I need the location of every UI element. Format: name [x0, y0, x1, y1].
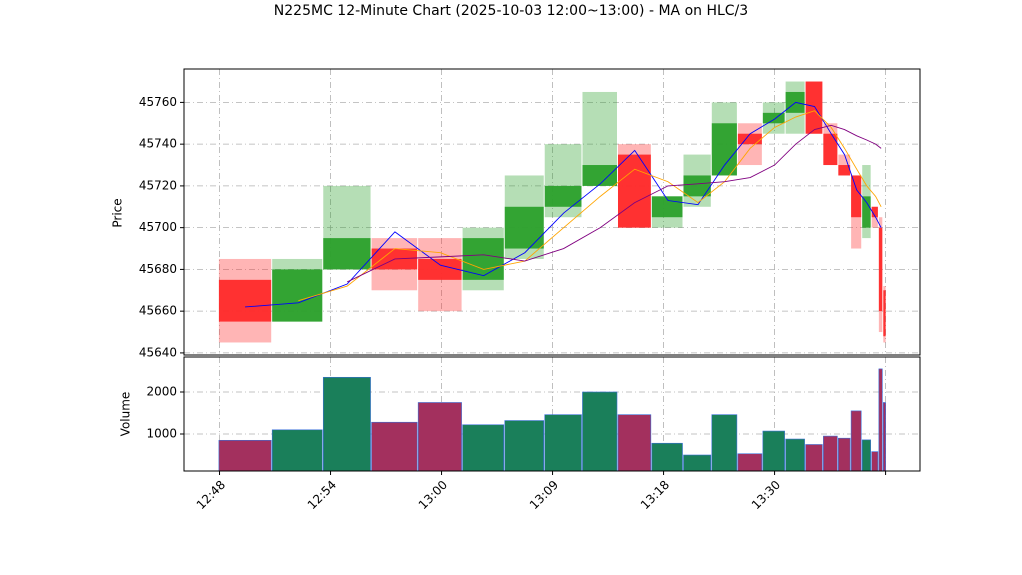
chart-title: N225MC 12-Minute Chart (2025-10-03 12:00… [274, 3, 748, 19]
candle-body [582, 165, 617, 186]
volume-bar [504, 420, 545, 472]
x-tick-label: 12:54 [305, 478, 339, 512]
candle-body [418, 258, 462, 280]
candle-body [871, 206, 878, 218]
volume-bar [683, 454, 712, 472]
candle-body [805, 81, 823, 134]
volume-axis-label: Volume [119, 392, 133, 437]
candle-body [683, 175, 711, 197]
x-tick-label: 12:48 [194, 478, 228, 512]
volume-bar [322, 376, 371, 472]
y-tick-label: 45660 [139, 304, 177, 318]
volume-bar [850, 410, 862, 472]
volume-bar [805, 444, 823, 472]
volume-bar [417, 402, 462, 472]
candle-body [272, 269, 323, 322]
volume-bar [651, 442, 683, 472]
volume-bar [371, 421, 418, 472]
y-tick-label: 45640 [139, 345, 177, 359]
y-axis-label: Price [111, 198, 125, 227]
volume-bar [823, 435, 838, 472]
volume-bar [785, 438, 805, 472]
candle-body [218, 279, 272, 322]
candle-body [544, 185, 582, 207]
candle-body [462, 238, 504, 280]
candle-body [504, 206, 544, 249]
candle-body [323, 238, 371, 270]
volume-bar [878, 368, 883, 472]
candle-body [851, 175, 862, 218]
volume-bar [861, 439, 871, 472]
candle-body [762, 112, 785, 124]
y-tick-label: 45740 [139, 137, 177, 151]
volume-bar [762, 430, 785, 472]
volume-bar [462, 424, 505, 472]
y-tick-label: 45760 [139, 95, 177, 109]
volume-bar [218, 439, 272, 472]
volume-bar [838, 437, 851, 472]
y-tick-label: 45720 [139, 178, 177, 192]
x-tick-label: 13:09 [527, 478, 561, 512]
y-tick-label: 45680 [139, 262, 177, 276]
volume-tick-label: 1000 [146, 426, 177, 440]
volume-tick-label: 2000 [146, 384, 177, 398]
candle-body [838, 165, 851, 176]
candle-body [737, 133, 762, 145]
volume-bar [582, 391, 618, 472]
candle-body [823, 133, 838, 166]
candle-body [878, 227, 883, 312]
moving-average [346, 124, 882, 283]
x-tick-label: 13:00 [416, 478, 450, 512]
moving-average [245, 101, 882, 308]
candle-body [711, 123, 737, 176]
x-tick-label: 13:30 [749, 478, 783, 512]
price-frame [183, 68, 921, 356]
moving-average [298, 110, 882, 302]
x-tick-label: 13:18 [638, 478, 672, 512]
volume-frame [183, 356, 921, 472]
volume-bar [271, 429, 323, 472]
volume-bar [711, 414, 738, 472]
candle-body [862, 196, 871, 228]
y-tick-label: 45700 [139, 220, 177, 234]
volume-bar [617, 414, 652, 472]
candle-body [883, 290, 886, 337]
candle-body [617, 154, 651, 228]
volume-bar [883, 402, 886, 472]
volume-bar [544, 414, 582, 472]
volume-bar [871, 451, 879, 472]
volume-bar [737, 453, 763, 472]
